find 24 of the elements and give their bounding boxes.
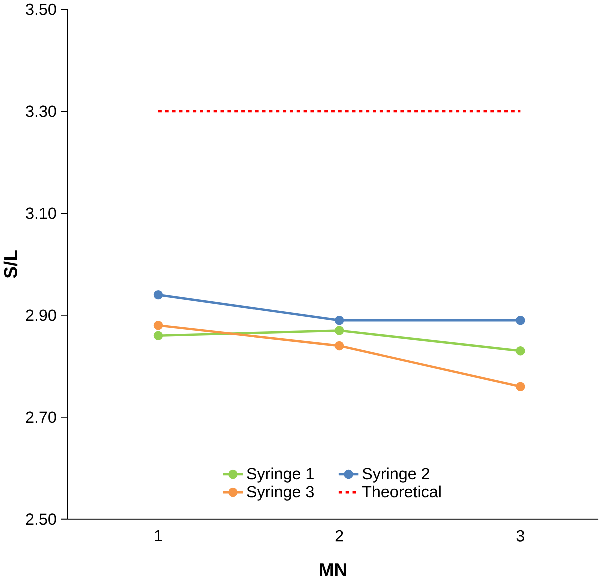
y-tick-label: 3.10 bbox=[26, 208, 56, 220]
point bbox=[154, 331, 164, 340]
y-axis-title: S/L bbox=[4, 250, 18, 278]
point bbox=[334, 341, 344, 351]
y-tick-label: 3.30 bbox=[26, 106, 56, 118]
legend-label: Syringe 3 bbox=[247, 486, 314, 501]
y-tick-label: 2.50 bbox=[26, 514, 56, 526]
point bbox=[516, 316, 526, 326]
x-tick-label: 3 bbox=[516, 530, 524, 542]
x-tick-label: 1 bbox=[155, 530, 162, 542]
x-tick-label: 2 bbox=[336, 530, 344, 542]
point bbox=[516, 346, 526, 356]
y-tick-label: 2.70 bbox=[26, 412, 56, 424]
point bbox=[154, 320, 164, 330]
x-axis-title: MN bbox=[320, 564, 346, 576]
legend-label: Theoretical bbox=[362, 486, 441, 498]
y-tick-label: 3.50 bbox=[26, 4, 56, 16]
legend-label: Syringe 1 bbox=[247, 468, 314, 483]
y-tick-label: 2.90 bbox=[26, 310, 56, 322]
point bbox=[334, 316, 344, 326]
point bbox=[154, 290, 164, 300]
point bbox=[516, 382, 526, 392]
legend-label: Syringe 2 bbox=[362, 468, 430, 483]
point bbox=[334, 326, 344, 336]
